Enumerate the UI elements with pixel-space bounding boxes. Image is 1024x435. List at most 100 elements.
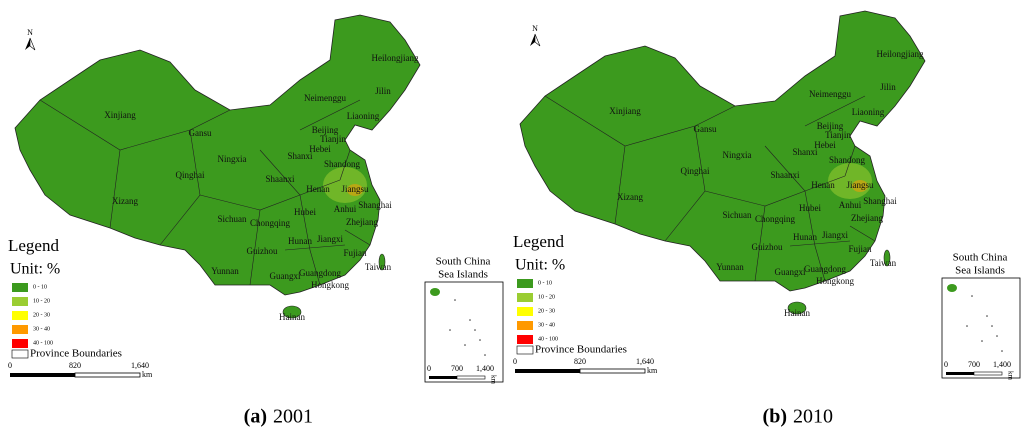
legend-label: Province Boundaries bbox=[535, 344, 627, 356]
province-label: Fujian bbox=[848, 244, 872, 254]
province-label: Gansu bbox=[694, 124, 717, 134]
scale-unit: km bbox=[489, 375, 497, 385]
province-label: Hubei bbox=[294, 207, 316, 217]
legend-label: 20 - 30 bbox=[33, 312, 50, 318]
province-label: Qinghai bbox=[176, 170, 205, 180]
province-label: Heilongjiang bbox=[372, 53, 419, 63]
legend-swatch bbox=[12, 283, 28, 292]
inset-frame bbox=[941, 277, 1021, 379]
province-label: Gansu bbox=[189, 128, 212, 138]
scale-label: 700 bbox=[968, 360, 980, 369]
province-label: Shaanxi bbox=[771, 170, 800, 180]
province-label: Sichuan bbox=[723, 210, 752, 220]
province-boundary bbox=[614, 145, 626, 225]
province-label: Shanxi bbox=[792, 147, 818, 157]
legend-label: 30 - 40 bbox=[33, 326, 50, 332]
legend-swatch bbox=[517, 279, 533, 288]
legend-swatch bbox=[517, 293, 533, 302]
scale-bar bbox=[579, 368, 646, 374]
province-boundary bbox=[344, 229, 371, 246]
province-label: Anhui bbox=[334, 204, 357, 214]
scale-unit: km bbox=[142, 370, 153, 379]
legend-swatch bbox=[12, 311, 28, 320]
legend-label: Province Boundaries bbox=[30, 348, 122, 360]
caption-year: 2001 bbox=[273, 406, 313, 428]
province-label: Yunnan bbox=[716, 262, 744, 272]
island bbox=[991, 325, 993, 327]
island bbox=[474, 329, 476, 331]
province-label: Zhejiang bbox=[851, 213, 883, 223]
province-boundary bbox=[754, 205, 766, 282]
province-label: Jilin bbox=[375, 86, 391, 96]
province-label: Taiwan bbox=[870, 258, 897, 268]
scale-label: 820 bbox=[574, 357, 586, 366]
province-label: Liaoning bbox=[347, 111, 380, 121]
province-label: Beijing bbox=[817, 121, 844, 131]
island bbox=[883, 249, 891, 267]
scale-bar bbox=[10, 373, 75, 377]
province-boundary bbox=[544, 95, 736, 147]
legend-swatch bbox=[12, 325, 28, 334]
province-label: Liaoning bbox=[852, 107, 885, 117]
province-label: Jilin bbox=[880, 82, 896, 92]
province-label: Anhui bbox=[839, 200, 862, 210]
legend-swatch bbox=[517, 321, 533, 330]
province-label: Hubei bbox=[799, 203, 821, 213]
island bbox=[787, 301, 807, 315]
province-label: Shandong bbox=[829, 155, 866, 165]
province-boundary bbox=[339, 149, 351, 181]
province-boundary bbox=[789, 240, 851, 247]
province-label: Neimenggu bbox=[304, 93, 346, 103]
province-label: Shandong bbox=[324, 159, 361, 169]
province-label: Hainan bbox=[279, 312, 305, 322]
legend-label: 30 - 40 bbox=[538, 322, 555, 328]
legend-label: 40 - 100 bbox=[33, 340, 53, 346]
legend-swatch bbox=[11, 349, 29, 359]
caption-label: (b) bbox=[763, 406, 787, 428]
legend-swatch bbox=[517, 307, 533, 316]
province-boundary bbox=[284, 244, 346, 251]
island bbox=[986, 315, 988, 317]
scale-bar bbox=[515, 369, 580, 373]
island bbox=[996, 335, 998, 337]
scale-bar bbox=[74, 372, 141, 378]
province-label: Tianjin bbox=[825, 130, 851, 140]
province-label: Tianjin bbox=[320, 134, 346, 144]
province-boundary bbox=[259, 149, 321, 286]
scale-label: 1,640 bbox=[636, 357, 654, 366]
north-arrow bbox=[29, 37, 36, 51]
legend-unit: Unit: % bbox=[515, 257, 565, 274]
legend-label: 0 - 10 bbox=[33, 284, 47, 290]
island bbox=[1001, 350, 1003, 352]
province-boundary bbox=[704, 175, 846, 207]
province-label: Ningxia bbox=[218, 154, 247, 164]
province-label: Henan bbox=[811, 180, 835, 190]
island bbox=[469, 319, 471, 321]
inset-title: Sea Islands bbox=[438, 269, 488, 281]
province-label: Jiangsu bbox=[847, 180, 875, 190]
inset-title: Sea Islands bbox=[955, 265, 1005, 277]
hot-area bbox=[347, 184, 363, 196]
legend-swatch bbox=[516, 345, 534, 355]
province-boundary bbox=[199, 179, 341, 211]
scale-label: 1,400 bbox=[993, 360, 1011, 369]
scale-bar bbox=[946, 372, 974, 375]
scale-label: 1,640 bbox=[131, 361, 149, 370]
hot-area bbox=[852, 180, 868, 192]
province-label: Jiangxi bbox=[822, 230, 848, 240]
province-label: Guangxi bbox=[775, 267, 806, 277]
scale-bar bbox=[429, 376, 457, 379]
province-label: Qinghai bbox=[681, 166, 710, 176]
province-label: Jiangsu bbox=[342, 184, 370, 194]
scale-label: 1,400 bbox=[476, 364, 494, 373]
province-label: Taiwan bbox=[365, 262, 392, 272]
province-label: Hongkong bbox=[311, 280, 349, 290]
province-label: Xinjiang bbox=[609, 106, 641, 116]
scale-unit: km bbox=[647, 366, 658, 375]
island bbox=[449, 329, 451, 331]
province-label: Guangxi bbox=[270, 271, 301, 281]
island bbox=[454, 299, 456, 301]
island bbox=[947, 284, 957, 292]
province-label: Beijing bbox=[312, 125, 339, 135]
